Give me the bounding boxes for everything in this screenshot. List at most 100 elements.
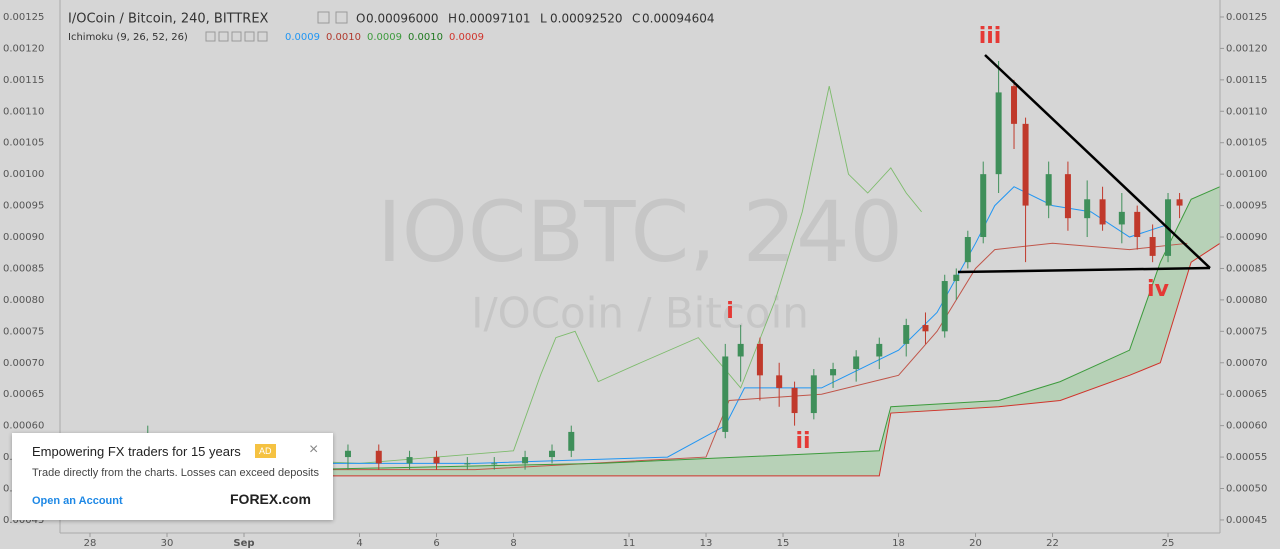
y-tick-label: 0.00070 bbox=[3, 358, 44, 369]
ad-headline: Empowering FX traders for 15 years bbox=[32, 444, 241, 459]
candle-body bbox=[922, 325, 929, 332]
x-tick-label: 4 bbox=[356, 538, 362, 549]
chart-title: I/OCoin / Bitcoin, 240, BITTREX bbox=[68, 12, 269, 27]
indicator-name: Ichimoku (9, 26, 52, 26) bbox=[68, 32, 188, 43]
y-tick-label: 0.00080 bbox=[3, 295, 44, 306]
y-tick-label: 0.00055 bbox=[1226, 452, 1267, 463]
y-tick-label: 0.00060 bbox=[1226, 421, 1267, 432]
y-tick-label: 0.00050 bbox=[1226, 484, 1267, 495]
candle-body bbox=[810, 375, 817, 414]
x-tick-label: 18 bbox=[892, 538, 905, 549]
candle-body bbox=[375, 450, 382, 464]
indicator-value: 0.0010 bbox=[408, 32, 443, 43]
candle-body bbox=[1099, 199, 1106, 225]
wave-label: ii bbox=[795, 429, 810, 454]
y-tick-label: 0.00105 bbox=[1226, 138, 1267, 149]
x-tick-label: 22 bbox=[1046, 538, 1059, 549]
y-tick-label: 0.00125 bbox=[1226, 12, 1267, 23]
indicator-value: 0.0009 bbox=[367, 32, 402, 43]
candle-body bbox=[406, 457, 413, 464]
candle-body bbox=[737, 343, 744, 357]
y-tick-label: 0.00115 bbox=[3, 75, 44, 86]
candle-body bbox=[1149, 237, 1156, 256]
ohlc-value: 0.00092520 bbox=[550, 12, 623, 26]
y-tick-label: 0.00085 bbox=[1226, 263, 1267, 274]
ad-link[interactable]: Open an Account bbox=[32, 495, 123, 507]
y-tick-label: 0.00065 bbox=[1226, 389, 1267, 400]
x-tick-label: 11 bbox=[623, 538, 636, 549]
candle-body bbox=[1176, 199, 1183, 206]
wave-label: i bbox=[726, 299, 734, 324]
candle-body bbox=[964, 237, 971, 263]
x-tick-label: 25 bbox=[1162, 538, 1175, 549]
wave-label: iv bbox=[1147, 277, 1170, 302]
y-tick-label: 0.00120 bbox=[3, 43, 44, 54]
candle-body bbox=[941, 281, 948, 332]
x-tick-label: Sep bbox=[233, 538, 254, 549]
y-tick-label: 0.00100 bbox=[3, 169, 44, 180]
ohlc-value: 0.00097101 bbox=[458, 12, 531, 26]
x-tick-label: 20 bbox=[969, 538, 982, 549]
indicator-line bbox=[90, 86, 922, 464]
ohlc-value: 0.00094604 bbox=[642, 12, 715, 26]
indicator-value: 0.0009 bbox=[449, 32, 484, 43]
ohlc-label: O bbox=[356, 12, 365, 26]
candle-body bbox=[1045, 174, 1052, 206]
candle-body bbox=[853, 356, 860, 370]
y-tick-label: 0.00045 bbox=[3, 515, 44, 526]
candle-body bbox=[995, 92, 1002, 175]
ad-brand: FOREX.com bbox=[230, 491, 311, 507]
y-tick-label: 0.00065 bbox=[3, 389, 44, 400]
candle-body bbox=[464, 463, 471, 465]
y-tick-label: 0.00105 bbox=[3, 138, 44, 149]
y-tick-label: 0.00095 bbox=[3, 201, 44, 212]
y-tick-label: 0.00120 bbox=[1226, 43, 1267, 54]
indicator-line bbox=[299, 186, 1221, 471]
candle-body bbox=[830, 369, 837, 376]
candle-body bbox=[876, 343, 883, 357]
indicator-line bbox=[90, 242, 1188, 471]
candle-body bbox=[522, 457, 529, 464]
x-tick-label: 30 bbox=[161, 538, 174, 549]
y-tick-label: 0.00125 bbox=[3, 12, 44, 23]
watermark-symbol: IOCBTC, 240 bbox=[377, 183, 903, 281]
indicator-value: 0.0010 bbox=[326, 32, 361, 43]
y-tick-label: 0.00070 bbox=[1226, 358, 1267, 369]
cloud-fill bbox=[299, 186, 1220, 476]
y-tick-label: 0.00090 bbox=[1226, 232, 1267, 243]
y-tick-label: 0.00115 bbox=[1226, 75, 1267, 86]
ad-panel[interactable]: Empowering FX traders for 15 years AD × … bbox=[12, 433, 333, 520]
y-tick-label: 0.00090 bbox=[3, 232, 44, 243]
ohlc-label: H bbox=[448, 12, 457, 26]
x-tick-label: 8 bbox=[510, 538, 516, 549]
x-tick-label: 13 bbox=[700, 538, 713, 549]
candle-body bbox=[1022, 123, 1029, 206]
trend-line bbox=[984, 54, 1211, 269]
y-tick-label: 0.00080 bbox=[1226, 295, 1267, 306]
y-tick-label: 0.00045 bbox=[1226, 515, 1267, 526]
candle-body bbox=[791, 387, 798, 414]
watermark: IOCBTC, 240 I/OCoin / Bitcoin bbox=[377, 183, 903, 338]
candle-body bbox=[1064, 174, 1071, 219]
candle-body bbox=[722, 356, 729, 432]
ohlc-value: 0.00096000 bbox=[366, 12, 439, 26]
candle-body bbox=[568, 431, 575, 451]
candle-body bbox=[776, 375, 783, 388]
candle-body bbox=[953, 274, 960, 282]
candle-body bbox=[1084, 199, 1091, 219]
trend-line bbox=[957, 266, 1211, 274]
y-tick-label: 0.00110 bbox=[3, 106, 44, 117]
candle-body bbox=[980, 174, 987, 238]
y-tick-label: 0.00110 bbox=[1226, 106, 1267, 117]
y-tick-label: 0.00100 bbox=[1226, 169, 1267, 180]
ohlc-label: L bbox=[540, 12, 547, 26]
header-values: O 0.00096000 H 0.00097101 L 0.00092520 C 0.0009… bbox=[285, 12, 715, 44]
candle-body bbox=[433, 457, 440, 464]
wave-label: iii bbox=[979, 24, 1002, 49]
watermark-name: I/OCoin / Bitcoin bbox=[471, 289, 809, 338]
indicator-line bbox=[299, 242, 1221, 477]
candle-body bbox=[1118, 211, 1125, 225]
ad-close[interactable]: × bbox=[309, 441, 319, 458]
x-tick-label: 15 bbox=[777, 538, 790, 549]
